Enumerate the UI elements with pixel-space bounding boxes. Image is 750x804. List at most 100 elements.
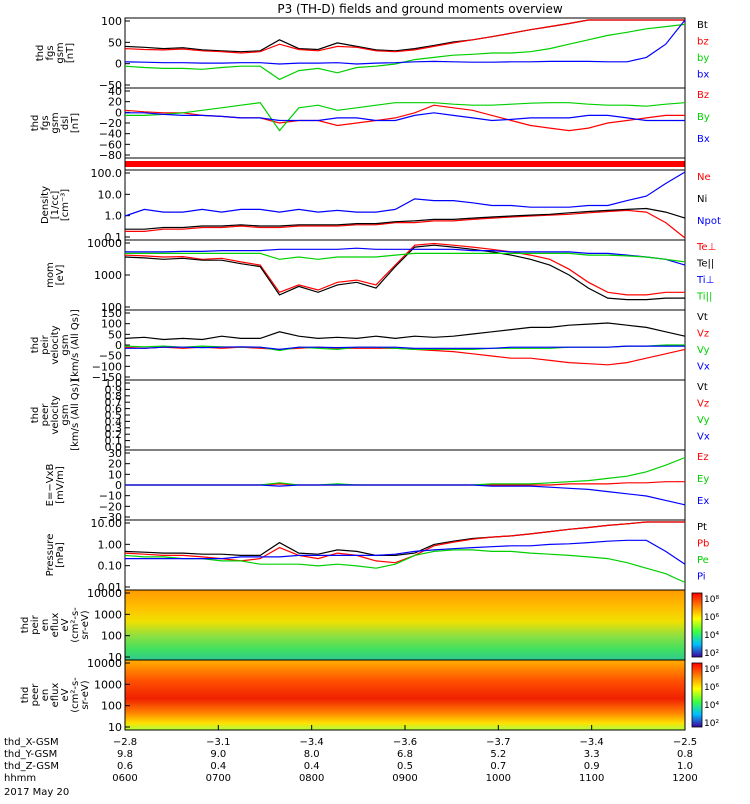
y-tick-label: −10 xyxy=(99,490,122,503)
y-axis-label-line: peir xyxy=(40,334,51,354)
y-axis-label: Pressure[nPa] xyxy=(45,534,66,577)
y-tick-label: 0.8 xyxy=(105,390,123,403)
panel-1: 100 50 0 −50 thdfgsgsm[nT] Bt bz by bx xyxy=(35,15,709,92)
panel-6: 1.00.90.80.70.60.50.40.30.20.10.0 thdpeer… xyxy=(30,377,710,454)
panel-frame xyxy=(124,379,686,451)
y-tick-label: 0.10 xyxy=(98,560,123,573)
x-tick-label: −3.4 xyxy=(580,737,604,748)
y-tick-label: 0 xyxy=(115,106,122,119)
x-tick-label: 1000 xyxy=(486,773,511,784)
x-row-label: thd_Z-GSM xyxy=(4,761,59,772)
series-line xyxy=(124,521,685,557)
time-axis: thd_X-GSMthd_Y-GSMthd_Z-GSMhhmm−2.89.80.… xyxy=(4,725,698,784)
colorbar-scale xyxy=(691,662,703,728)
series-line xyxy=(124,242,685,296)
y-tick-label: 100 xyxy=(101,301,122,314)
colorbar-tick-label: 10² xyxy=(704,719,719,729)
y-tick-label: 100 xyxy=(101,700,122,713)
y-axis-label-line: gsm xyxy=(60,404,71,425)
panel-frame xyxy=(124,519,686,591)
legend-entry: Npot xyxy=(697,216,721,227)
y-axis-label-line: [mV/m] xyxy=(55,466,66,504)
y-axis-label-line: velocity xyxy=(50,325,61,364)
panel-9: 10⁸ 10⁶ 10⁴ 10² 10000 1000 100 10 thdpeireneflux… xyxy=(20,587,719,664)
y-axis-label: thdpeirenefluxeV(cm²-s-sr-eV) xyxy=(20,607,91,643)
legend-entry: Vx xyxy=(697,362,710,373)
y-tick-label: 0.7 xyxy=(105,396,123,409)
state-bar-fill xyxy=(125,161,685,167)
y-axis-label-line: thd xyxy=(20,687,31,704)
colorbar-tick-label: 10⁸ xyxy=(704,665,719,675)
legend-entry: Ex xyxy=(697,496,709,507)
panel-8: 10.00 1.00 0.10 0.01 Pressure[nPa] Pt Pb Pe Pi xyxy=(45,517,709,594)
x-tick-label: −2.5 xyxy=(673,737,697,748)
y-axis-label-line: [1/cc] xyxy=(50,191,61,220)
y-tick-label: −50 xyxy=(99,350,122,363)
figure-title: P3 (TH-D) fields and ground moments over… xyxy=(277,2,562,16)
series-line xyxy=(125,207,686,230)
y-tick-label: 1000 xyxy=(94,678,122,691)
colorbar-tick-label: 10⁸ xyxy=(704,595,719,605)
y-tick-label: −40 xyxy=(99,128,122,141)
y-axis-label-line: Density xyxy=(40,186,51,224)
series-line xyxy=(125,345,685,351)
y-tick-label: 0.01 xyxy=(98,581,123,594)
legend-entry: Pe xyxy=(697,555,709,566)
panel-frame xyxy=(124,309,686,381)
series-line xyxy=(124,19,685,54)
y-axis-label: thdpeerenefluxeV(cm²-s-sr-eV) xyxy=(20,677,91,713)
y-tick-label: 1000 xyxy=(94,269,122,282)
x-tick-label: 6.8 xyxy=(397,749,413,760)
y-axis-label-line: [nPa] xyxy=(55,542,66,568)
colorbar-tick-label: 10⁴ xyxy=(704,631,719,641)
y-axis-label-line: peer xyxy=(40,403,51,427)
y-axis-label-line: [nT] xyxy=(65,43,76,63)
y-axis-label-line: gsm xyxy=(60,334,71,355)
legend-entry: Ey xyxy=(697,474,709,485)
x-tick-label: 1200 xyxy=(672,773,697,784)
y-tick-label: 10000 xyxy=(87,587,122,600)
panel-frame xyxy=(124,239,686,311)
x-tick-label: 0700 xyxy=(206,773,231,784)
x-row-label: hhmm xyxy=(4,773,36,784)
x-tick-label: −3.1 xyxy=(206,737,230,748)
legend-entry: Bt xyxy=(697,20,708,31)
y-tick-label: 20 xyxy=(108,458,122,471)
legend-entry: Ni xyxy=(697,194,707,205)
spectrogram-image xyxy=(125,660,685,730)
series-line xyxy=(125,484,686,506)
x-tick-label: 9.8 xyxy=(117,749,133,760)
y-tick-label: 0.4 xyxy=(105,415,123,428)
x-tick-label: 5.2 xyxy=(490,749,506,760)
y-axis-label-line: en xyxy=(40,689,51,702)
y-axis-label-line: fgs xyxy=(40,115,51,130)
y-tick-label: 1.00 xyxy=(98,538,123,551)
y-axis-label-line: thd xyxy=(20,617,31,634)
series-line xyxy=(124,171,686,217)
y-tick-label: 0.9 xyxy=(105,383,123,396)
y-tick-label: 10000 xyxy=(87,657,122,670)
x-tick-label: −3.7 xyxy=(486,737,510,748)
y-axis-label-line: [km/s (All Qs)] xyxy=(70,379,81,451)
y-tick-label: 150 xyxy=(101,307,122,320)
y-tick-label: −50 xyxy=(99,79,122,92)
colorbar-scale xyxy=(691,592,703,658)
y-tick-label: −60 xyxy=(99,138,122,151)
legend-entry: bx xyxy=(697,70,709,81)
y-tick-label: 1.0 xyxy=(105,377,123,390)
series-line xyxy=(124,549,686,584)
y-axis-label-line: gsm xyxy=(50,112,61,133)
y-tick-label: 10 xyxy=(108,721,122,734)
y-axis-label-line: [eV] xyxy=(55,265,66,286)
x-tick-label: 9.0 xyxy=(210,749,226,760)
x-tick-label: 3.3 xyxy=(584,749,600,760)
y-axis-label-line: velocity xyxy=(50,395,61,434)
y-tick-label: −20 xyxy=(99,117,122,130)
y-tick-label: −150 xyxy=(92,371,122,384)
legend-entry: Pb xyxy=(697,539,709,550)
y-axis-label-line: en xyxy=(40,619,51,632)
colorbar-tick-label: 10⁶ xyxy=(704,683,719,693)
